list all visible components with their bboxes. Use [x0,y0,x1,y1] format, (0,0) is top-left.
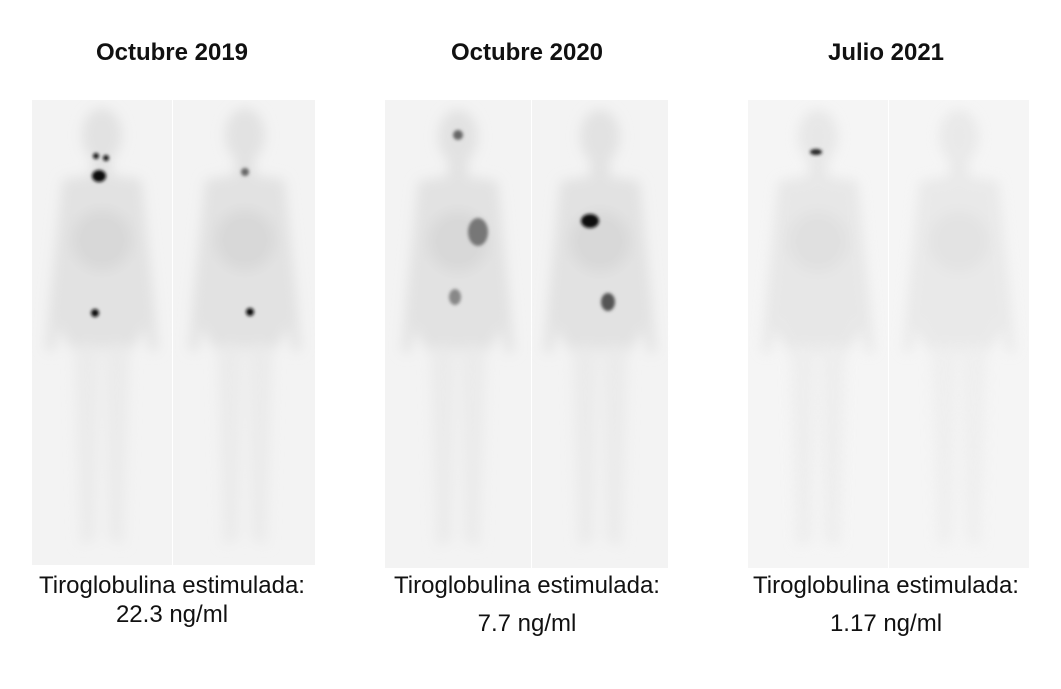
caption: Tiroglobulina estimulada: [753,572,1019,599]
scan-panel [385,100,668,568]
uptake-spots [449,130,615,311]
scan-panel [32,100,315,565]
panel-title: Octubre 2019 [96,39,248,66]
uptake-spots [91,153,254,317]
panel-title: Octubre 2020 [451,39,603,66]
caption: Tiroglobulina estimulada: [39,572,305,599]
caption-value: 1.17 ng/ml [830,610,942,637]
caption: Tiroglobulina estimulada: [394,572,660,599]
uptake-spots [810,149,822,155]
caption-value: 7.7 ng/ml [478,610,577,637]
panel-title: Julio 2021 [828,39,944,66]
scan-panel [748,100,1029,568]
caption-value: 22.3 ng/ml [116,601,228,628]
